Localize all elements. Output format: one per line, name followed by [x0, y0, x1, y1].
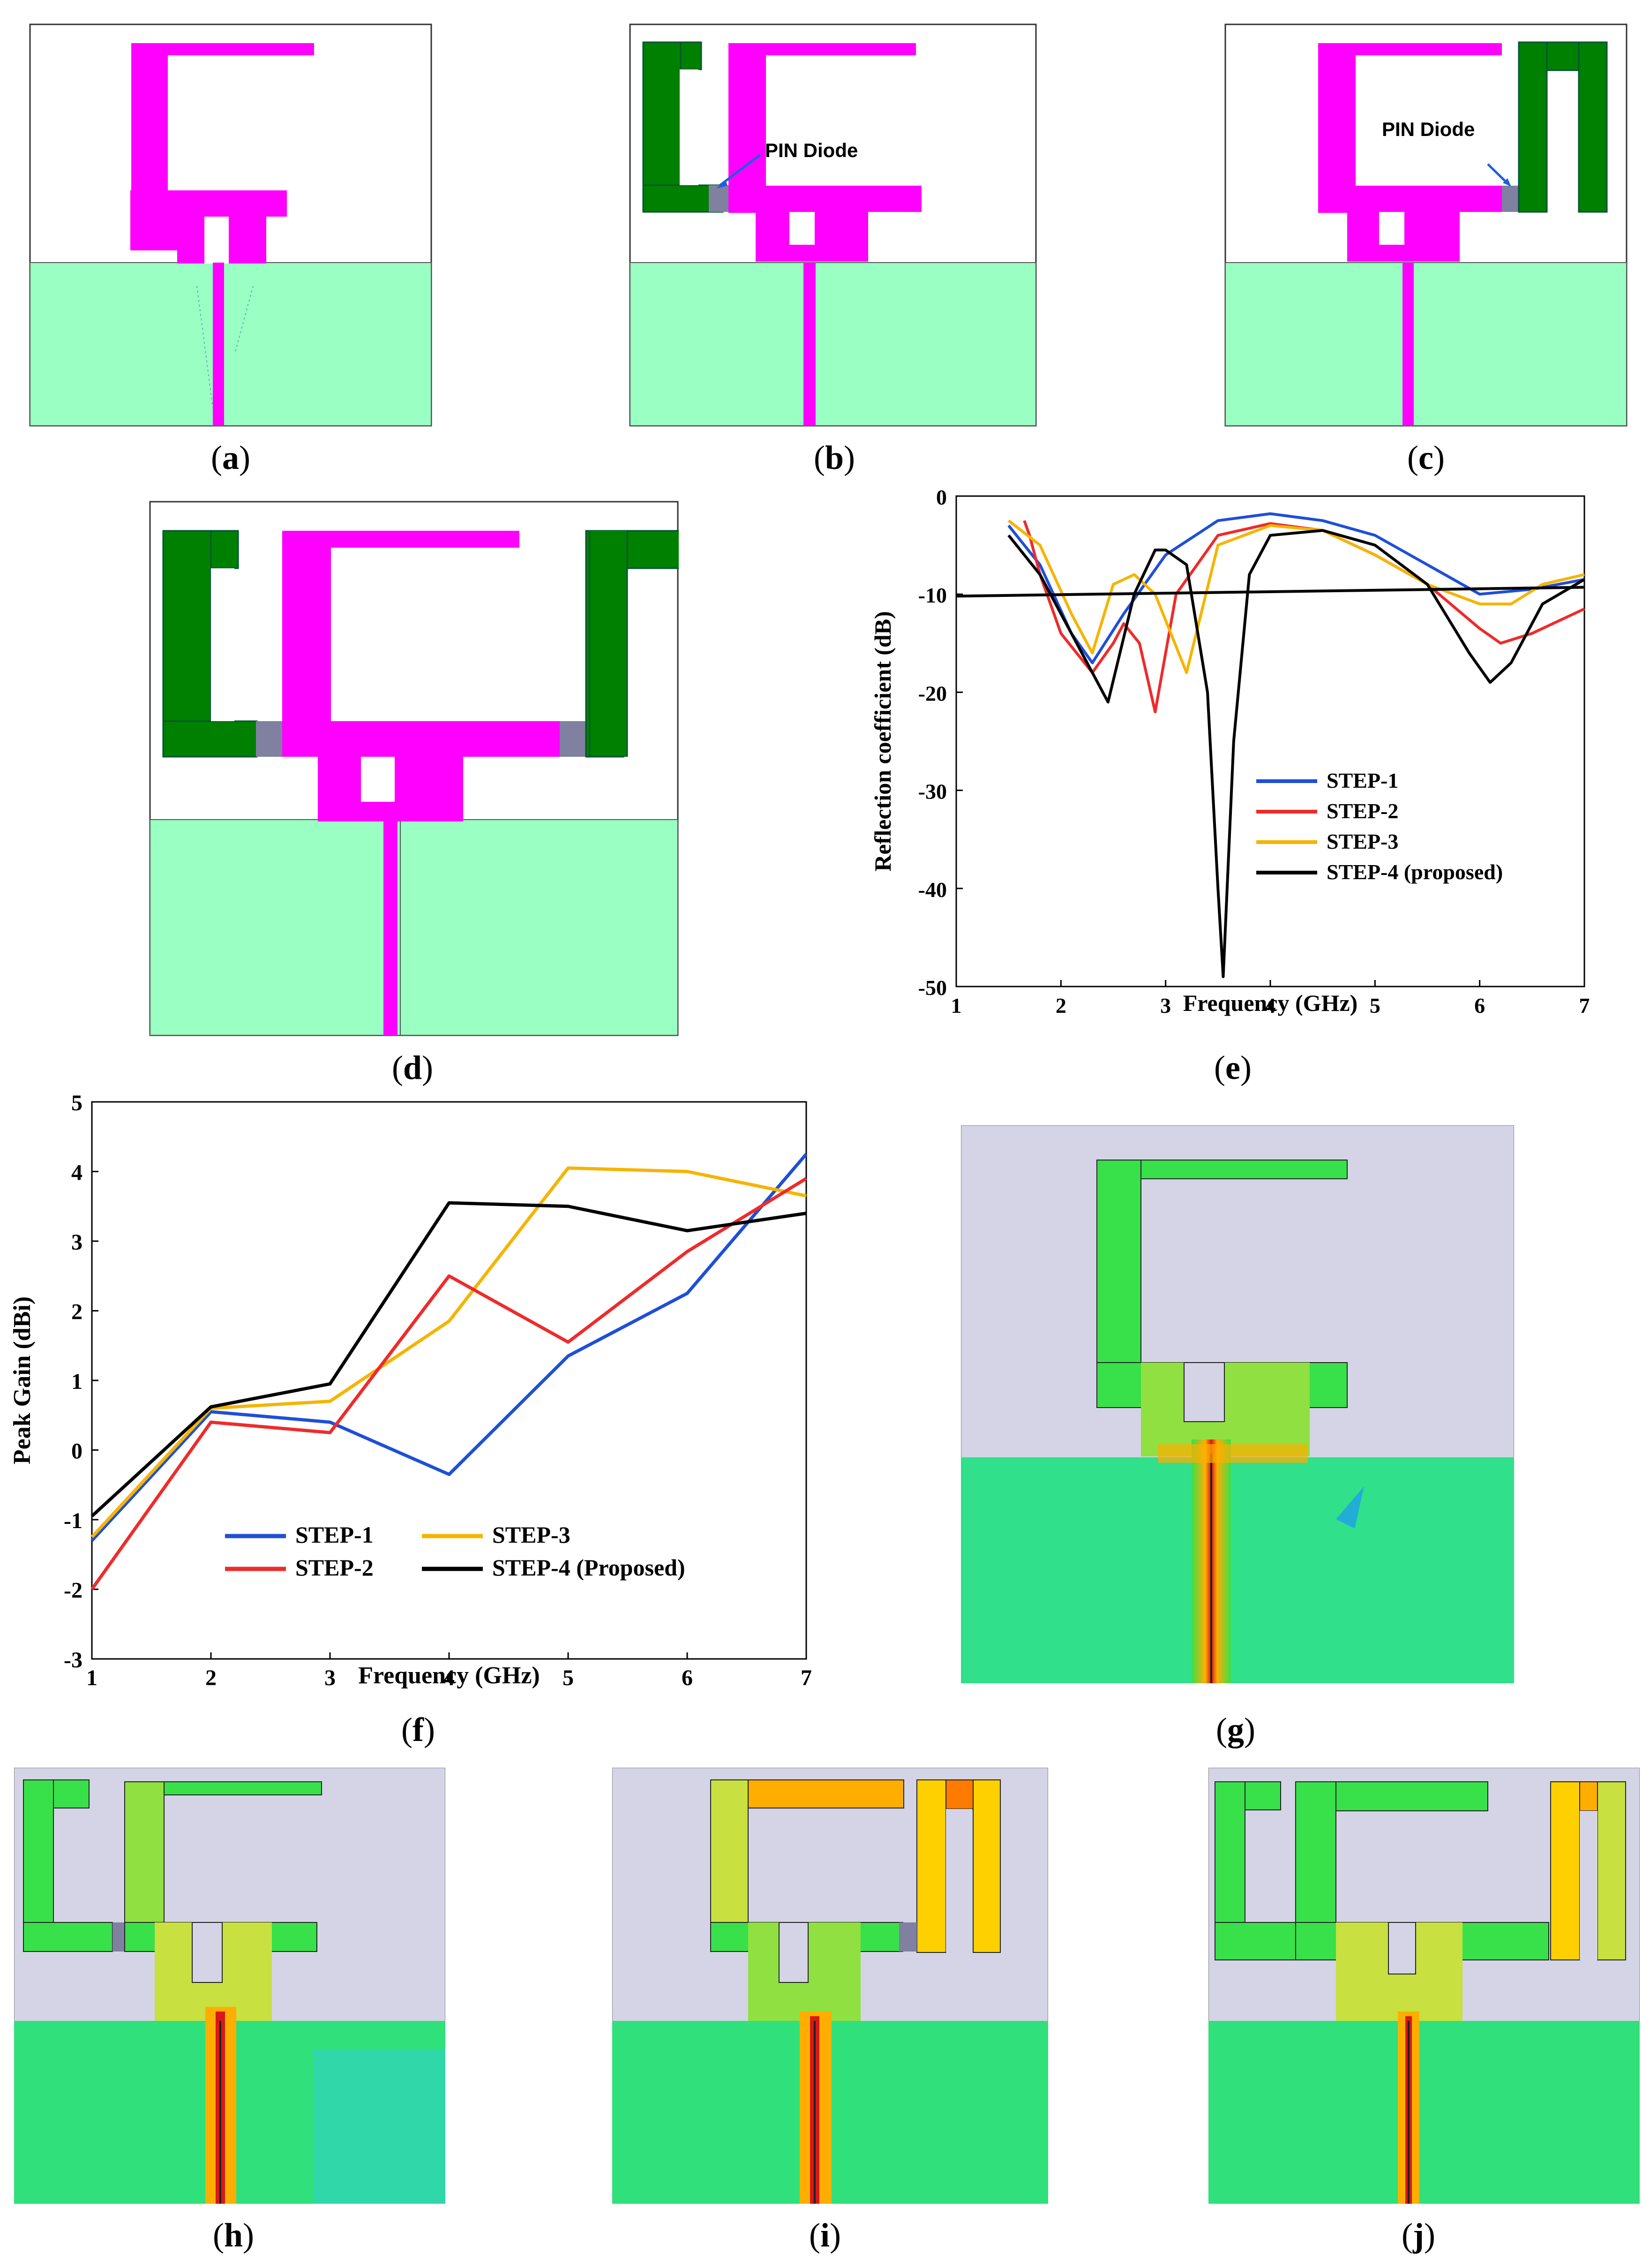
y-axis-label: Reflection coefficient (dB) [872, 611, 896, 871]
y-tick-label: -20 [918, 681, 947, 705]
current-distribution-step3 [612, 1768, 1048, 2204]
y-tick-label: -1 [64, 1508, 82, 1533]
y-tick-label: -40 [918, 878, 947, 902]
x-tick-label: 1 [86, 1665, 98, 1690]
antenna-step2-layout: PIN Diode [629, 23, 1037, 427]
plot-frame [91, 1101, 807, 1660]
x-tick-label: 5 [1370, 994, 1380, 1017]
x-axis-label: Frequency (GHz) [1183, 990, 1358, 1016]
antenna-step1-layout [29, 23, 432, 427]
x-tick-label: 4 [1265, 994, 1276, 1017]
x-tick-label: 4 [443, 1665, 455, 1690]
x-tick-label: 6 [1474, 994, 1485, 1017]
x-tick-label: 1 [951, 994, 962, 1017]
x-tick-label: 7 [801, 1665, 812, 1690]
legend-entry: STEP-4 (proposed) [1327, 860, 1503, 884]
y-tick-label: 0 [936, 488, 947, 509]
x-tick-label: 3 [1160, 994, 1171, 1017]
caption-c: c [1418, 439, 1433, 476]
series-line-step-4-proposed- [90, 1201, 807, 1518]
x-tick-label: 2 [1056, 994, 1066, 1017]
caption-a: a [222, 439, 239, 476]
y-tick-label: -2 [64, 1578, 82, 1603]
y-tick-label: 4 [71, 1160, 82, 1185]
x-tick-label: 7 [1579, 994, 1590, 1017]
pin-diode [1502, 186, 1519, 212]
y-tick-label: 2 [71, 1300, 82, 1325]
legend-entry: STEP-2 [295, 1554, 374, 1581]
caption-e: e [1225, 1049, 1240, 1086]
current-distribution-step1 [961, 1125, 1514, 1683]
y-tick-label: -50 [918, 976, 947, 1000]
svg-text:PIN Diode: PIN Diode [1382, 118, 1475, 140]
caption-i: i [820, 2216, 830, 2254]
caption-b: b [825, 439, 844, 476]
x-tick-label: 5 [562, 1665, 574, 1690]
y-tick-label: -10 [918, 583, 947, 607]
antenna-step3-layout: PIN Diode [1224, 23, 1628, 427]
x-tick-label: 2 [205, 1665, 217, 1690]
pin-diode-right [560, 721, 586, 757]
plot-frame [955, 495, 1585, 987]
x-tick-label: 6 [682, 1665, 693, 1690]
y-tick-label: 3 [71, 1230, 82, 1255]
y-tick-label: 0 [71, 1439, 82, 1464]
series-line-step-1 [90, 1153, 808, 1542]
pin-diode-annotation: PIN Diode [1382, 118, 1511, 187]
series-line-step-2 [90, 1177, 807, 1590]
caption-g: g [1227, 1711, 1244, 1748]
legend-entry: STEP-4 (Proposed) [492, 1554, 685, 1581]
caption-f: f [412, 1711, 424, 1748]
legend-entry: STEP-1 [1327, 769, 1398, 792]
caption-j: j [1413, 2216, 1424, 2254]
series-line-step-3 [1007, 519, 1585, 674]
pin-diode [709, 185, 728, 212]
pin-diode-left [256, 721, 282, 757]
x-axis-label: Frequency (GHz) [358, 1662, 540, 1689]
x-tick-label: 3 [324, 1665, 336, 1690]
reflection-coefficient-chart: 1 2 3 4 5 6 7 0 -10 -20 -30 -40 -50 Frequency (GHz) Re… [872, 488, 1590, 1017]
series-line--10-db [956, 586, 1585, 598]
current-distribution-step2 [14, 1768, 445, 2204]
caption-h: h [224, 2216, 243, 2254]
caption-d: d [403, 1049, 422, 1086]
pin-diode-annotation: PIN Diode [716, 139, 858, 188]
svg-text:PIN Diode: PIN Diode [765, 139, 858, 161]
y-tick-label: 5 [71, 1093, 82, 1115]
y-tick-label: -30 [918, 780, 947, 804]
y-tick-label: 1 [71, 1369, 82, 1394]
legend-entry: STEP-3 [1327, 829, 1398, 853]
legend-entry: STEP-3 [492, 1522, 570, 1548]
series-line-step-4-proposed- [1007, 529, 1585, 979]
peak-gain-chart: 1 2 3 4 5 6 7 5 4 3 2 1 0 -1 -2 -3 Frequency (GHz) Peak G… [9, 1093, 812, 1690]
y-tick-label: -3 [64, 1648, 82, 1673]
legend-entry: STEP-2 [1327, 799, 1398, 823]
legend-entry: STEP-1 [295, 1522, 374, 1548]
y-axis-label: Peak Gain (dBi) [9, 1296, 36, 1464]
current-distribution-step4 [1208, 1768, 1640, 2204]
